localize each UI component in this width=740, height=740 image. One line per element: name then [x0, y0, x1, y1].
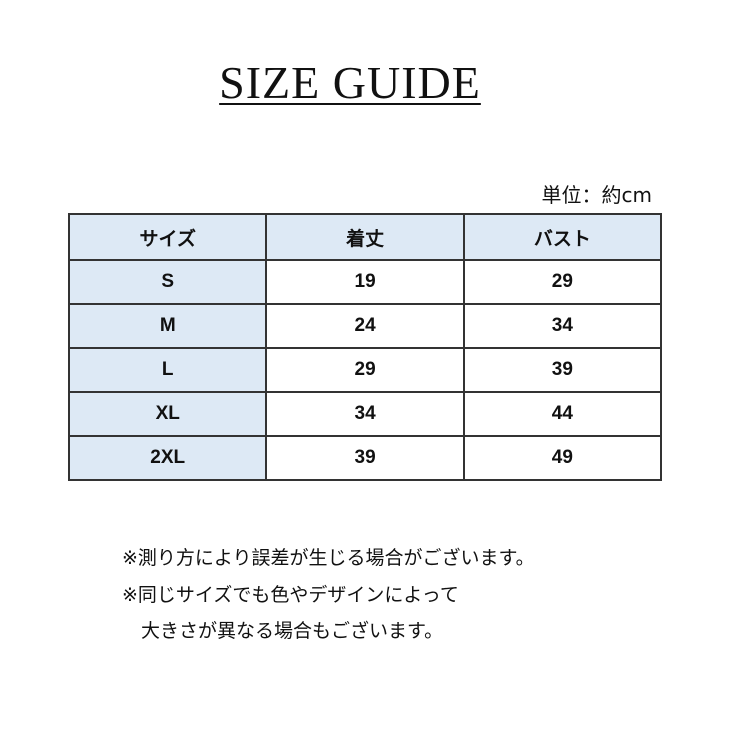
- cell-bust: 34: [462, 303, 663, 349]
- table-row: S 19 29: [67, 259, 663, 305]
- cell-size: 2XL: [67, 435, 268, 481]
- header-size: サイズ: [67, 213, 268, 261]
- table-row: 2XL 39 49: [67, 435, 663, 481]
- unit-label: 単位：約cm: [541, 183, 652, 207]
- cell-bust: 49: [462, 435, 663, 481]
- cell-bust: 39: [462, 347, 663, 393]
- note-measurement: ※測り方により誤差が生じる場合がございます。: [122, 547, 535, 569]
- note-variation-line1: ※同じサイズでも色やデザインによって: [122, 584, 459, 606]
- note-variation-line2: 大きさが異なる場合もございます。: [122, 620, 444, 642]
- cell-size: M: [67, 303, 268, 349]
- cell-bust: 44: [462, 391, 663, 437]
- cell-length: 34: [265, 391, 465, 437]
- table-row: L 29 39: [67, 347, 663, 393]
- header-bust: バスト: [462, 213, 663, 261]
- cell-length: 39: [265, 435, 465, 481]
- page-title: SIZE GUIDE: [219, 57, 481, 108]
- header-length: 着丈: [265, 213, 465, 261]
- table-row: XL 34 44: [67, 391, 663, 437]
- cell-size: XL: [67, 391, 268, 437]
- cell-length: 29: [265, 347, 465, 393]
- cell-size: S: [67, 259, 268, 305]
- cell-length: 19: [265, 259, 465, 305]
- table-header-row: サイズ 着丈 バスト: [67, 213, 663, 261]
- table-row: M 24 34: [67, 303, 663, 349]
- cell-bust: 29: [462, 259, 663, 305]
- cell-size: L: [67, 347, 268, 393]
- size-table: サイズ 着丈 バスト S 19 29 M 24 34 L 29 39 XL 34…: [67, 213, 663, 481]
- cell-length: 24: [265, 303, 465, 349]
